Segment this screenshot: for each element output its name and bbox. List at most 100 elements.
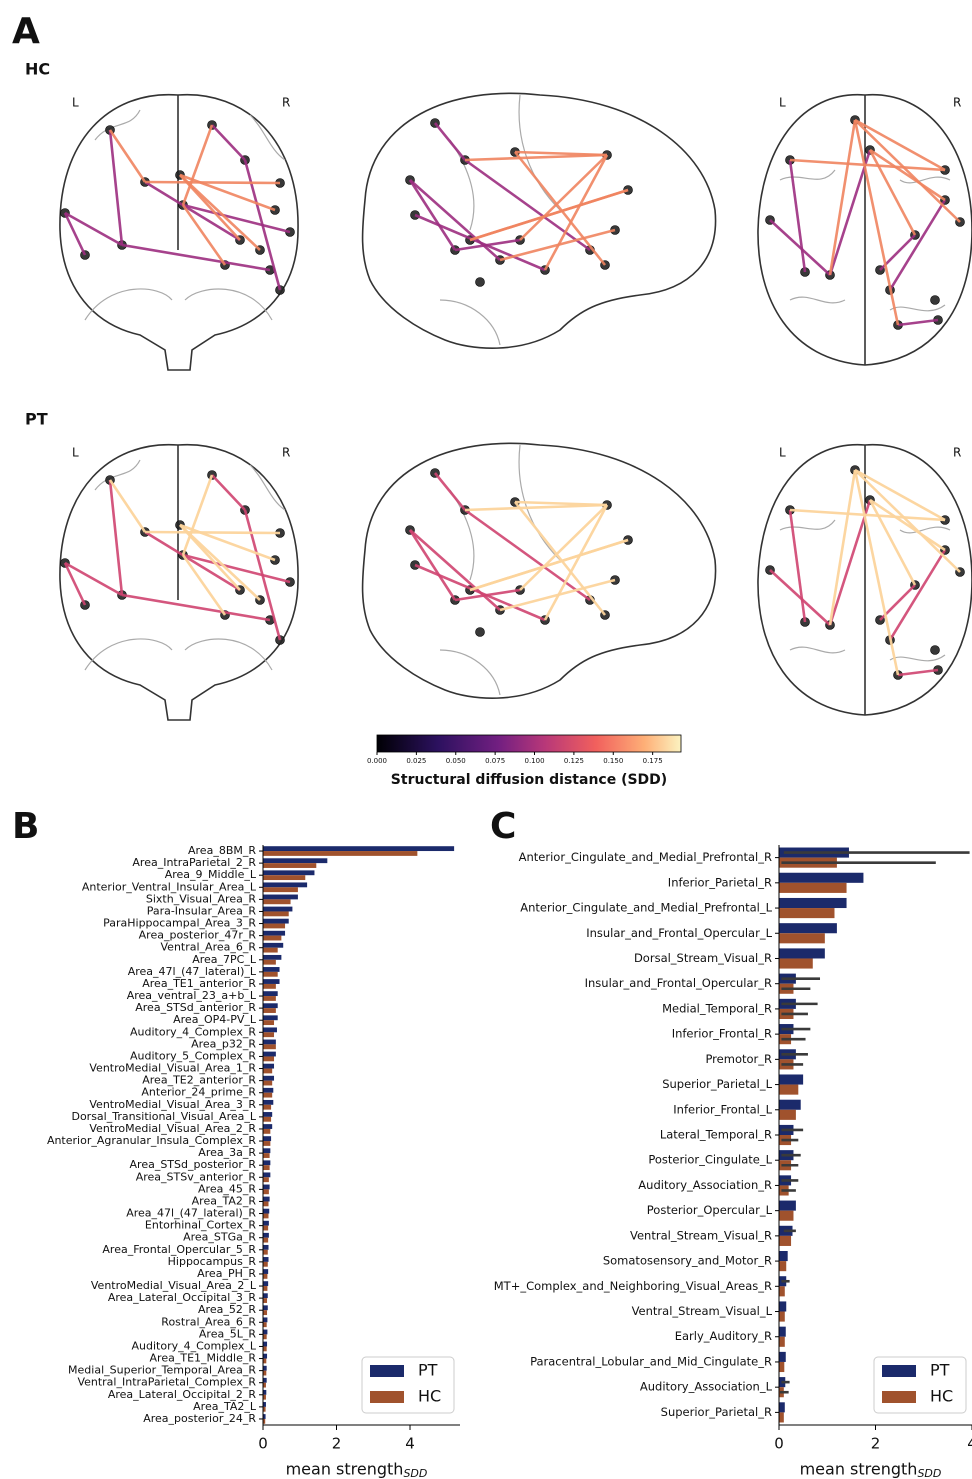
bar (263, 960, 276, 965)
y-tick-label: Area_p32_R (191, 1037, 256, 1050)
x-tick-label: 0.150 (603, 757, 623, 765)
y-tick-label: VentroMedial_Visual_Area_2_R (89, 1122, 256, 1135)
y-tick-label: Area_52_R (198, 1303, 256, 1316)
bar (263, 1189, 269, 1194)
bar (263, 1197, 270, 1202)
y-tick-label: Para-Insular_Area_R (147, 904, 257, 917)
y-tick-label: Somatosensory_and_Motor_R (603, 1254, 772, 1268)
colorbar-label: Structural diffusion distance (SDD) (391, 772, 667, 788)
bar (263, 1214, 269, 1219)
brain-row-hc (60, 93, 972, 370)
x-axis-label-subscript: SDD (917, 1467, 941, 1479)
bar (263, 870, 314, 875)
legend-label: PT (418, 1361, 438, 1380)
y-tick-label: Area_5L_R (199, 1327, 256, 1340)
y-tick-label: Area_posterior_47r_R (139, 929, 257, 942)
bar (263, 1177, 269, 1182)
bar (779, 1337, 785, 1347)
bar (779, 1362, 784, 1372)
bar (779, 1327, 786, 1337)
y-tick-label: Hippocampus_R (168, 1255, 257, 1268)
bar (263, 1153, 270, 1158)
bar (779, 873, 863, 883)
bar (779, 1301, 786, 1311)
y-tick-label: Insular_and_Frontal_Opercular_L (586, 926, 772, 940)
bar (263, 1044, 276, 1049)
bar (263, 1305, 268, 1310)
side-label: R (282, 446, 290, 460)
bar (263, 1148, 270, 1153)
x-tick-label: 0.100 (524, 757, 544, 765)
panel-label: C (490, 806, 516, 847)
bar (263, 996, 276, 1001)
bar (263, 931, 285, 936)
bar (779, 958, 813, 968)
bar (263, 991, 278, 996)
y-tick-label: Ventral_Stream_Visual_L (632, 1304, 773, 1318)
y-tick-label: ParaHippocampal_Area_3_R (103, 917, 256, 930)
y-tick-label: Area_9_Middle_L (165, 868, 257, 881)
bar (263, 1160, 270, 1165)
bar (263, 1221, 269, 1226)
bar (263, 1141, 270, 1146)
y-tick-label: Early_Auditory_R (675, 1329, 772, 1343)
x-axis-label: mean strengthSDD (800, 1460, 942, 1479)
side-label: L (779, 96, 786, 110)
y-tick-label: Area_7PC_L (192, 953, 257, 966)
bar (263, 955, 281, 960)
y-tick-label: Auditory_4_Complex_L (132, 1339, 257, 1352)
y-tick-label: Area_OP4-PV_L (173, 1013, 257, 1026)
legend-swatch (370, 1391, 404, 1403)
bar (263, 1257, 269, 1262)
bar (263, 1209, 269, 1214)
y-tick-label: Area_IntraParietal_2_R (132, 856, 256, 869)
y-tick-label: Inferior_Frontal_L (673, 1102, 772, 1116)
bar (263, 967, 280, 972)
bar (779, 1312, 785, 1322)
y-tick-label: Area_STSv_anterior_R (136, 1170, 257, 1183)
bar (779, 1211, 793, 1221)
bar (263, 1245, 269, 1250)
y-tick-label: Auditory_4_Complex_R (130, 1025, 256, 1038)
bar (263, 1354, 267, 1359)
bar (263, 1081, 272, 1086)
bar (263, 1027, 277, 1032)
y-tick-label: Anterior_Ventral_Insular_Area_L (82, 880, 257, 893)
side-label: R (953, 446, 961, 460)
bar (779, 1352, 786, 1362)
bar (263, 846, 454, 851)
x-tick-label: 0.125 (564, 757, 584, 765)
y-tick-label: Area_Lateral_Occipital_2_R (108, 1388, 257, 1401)
bar (779, 1286, 785, 1296)
y-tick-label: MT+_Complex_and_Neighboring_Visual_Areas… (494, 1279, 772, 1293)
y-tick-label: Anterior_Cingulate_and_Medial_Prefrontal… (520, 901, 772, 915)
bar (779, 948, 825, 958)
y-tick-label: Area_TE1_Middle_R (150, 1352, 257, 1365)
side-label: R (282, 96, 290, 110)
bar (263, 1100, 273, 1105)
y-tick-label: Area_TA2_R (192, 1194, 257, 1207)
bar (263, 1366, 267, 1371)
colorbar (377, 735, 681, 752)
bar (779, 1261, 786, 1271)
side-label: L (779, 446, 786, 460)
bar (263, 899, 291, 904)
y-tick-label: Premotor_R (705, 1052, 772, 1066)
y-tick-label: Inferior_Parietal_R (668, 875, 772, 889)
y-tick-label: Area_Lateral_Occipital_3_R (108, 1291, 257, 1304)
y-tick-label: Area_3a_R (198, 1146, 256, 1159)
bar (779, 1251, 788, 1261)
bar (263, 1346, 267, 1351)
bar (263, 1262, 268, 1267)
y-tick-label: Entorhinal_Cortex_R (145, 1219, 256, 1232)
y-tick-label: Area_STGa_R (183, 1231, 256, 1244)
y-tick-label: Medial_Superior_Temporal_Area_R (68, 1364, 256, 1377)
bar (263, 1317, 267, 1322)
bar (263, 1093, 272, 1098)
bar (263, 1020, 274, 1025)
x-tick-label: 0.175 (643, 757, 663, 765)
y-tick-label: Ventral_IntraParietal_Complex_R (77, 1376, 256, 1389)
x-axis-label: mean strengthSDD (286, 1460, 428, 1479)
bar (263, 924, 285, 929)
bar (263, 1286, 267, 1291)
